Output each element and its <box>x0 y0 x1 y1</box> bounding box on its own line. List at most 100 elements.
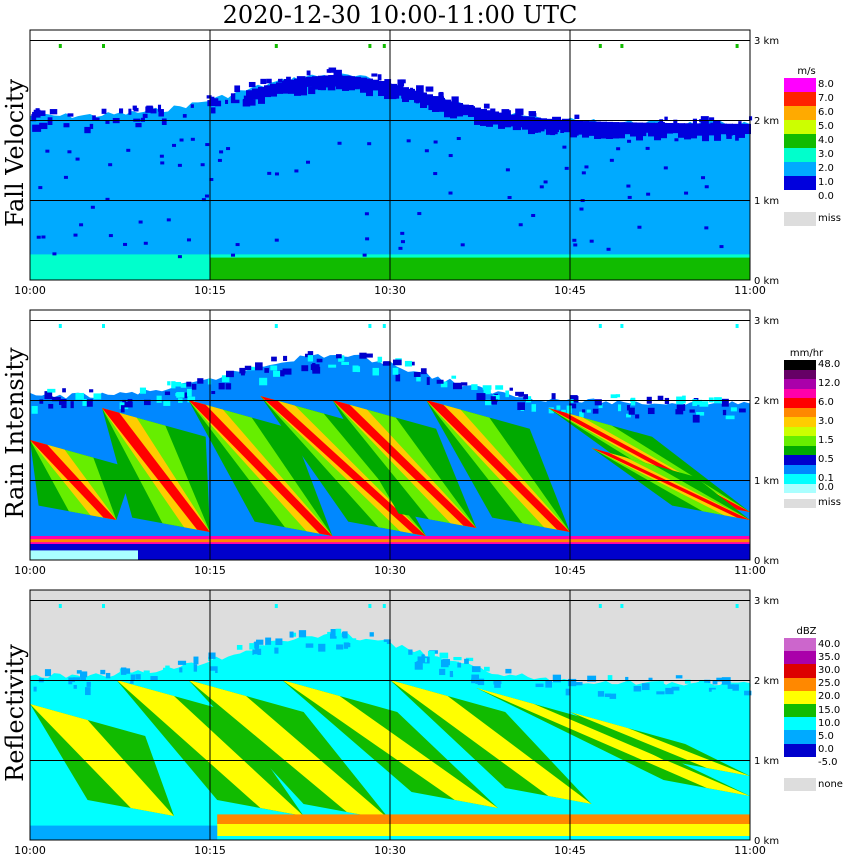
legend-label: 5.0 <box>818 121 834 132</box>
rain-intensity-panel: Rain Intensity 0 km 1 km 2 km 3 km 10:00 10:1… <box>0 308 850 588</box>
cloud-top-fleck <box>211 390 216 395</box>
top-marker <box>735 324 739 328</box>
legend-swatch <box>784 417 816 427</box>
speckle <box>108 163 113 167</box>
cloud-top-fleck <box>93 393 102 400</box>
speckle <box>159 154 164 158</box>
cloud-top-fleck <box>177 660 187 665</box>
cloud-top-fleck <box>352 365 359 372</box>
legend-swatch <box>784 756 816 770</box>
cloud-top-fleck <box>682 689 688 698</box>
cloud-top-fleck <box>371 73 378 77</box>
cloud-top-fleck <box>491 399 498 405</box>
legend-label: 0.0 <box>818 744 834 756</box>
speckle <box>539 185 544 189</box>
cloud-top-fleck <box>326 69 331 73</box>
cloud-top-fleck <box>556 684 560 689</box>
fall-streak <box>390 680 592 804</box>
top-band <box>600 121 607 139</box>
speckle <box>90 205 95 209</box>
top-band <box>582 121 589 138</box>
speckle <box>274 172 279 176</box>
cloud-top-fleck <box>501 109 510 116</box>
top-band <box>366 78 373 97</box>
cloud-top-fleck <box>626 413 631 418</box>
cloud-top-fleck <box>586 409 591 413</box>
cloud-top-fleck <box>210 107 216 114</box>
cloud-top-fleck <box>80 675 86 681</box>
cloud-top-fleck <box>397 79 405 87</box>
cloud-top-fleck <box>61 404 67 409</box>
time-tick-label: 10:15 <box>194 564 226 577</box>
top-band <box>618 122 625 139</box>
cloud-top-fleck <box>292 632 297 637</box>
speckle <box>637 225 642 229</box>
cloud-top-fleck <box>732 684 739 691</box>
cloud-top-fleck <box>190 104 194 108</box>
cloud-top-fleck <box>633 685 642 692</box>
legend-label: 12.0 <box>818 377 841 389</box>
time-tick-label: 10:30 <box>374 284 406 297</box>
cloud-top-fleck <box>392 367 399 375</box>
time-tick-label: 10:30 <box>374 844 406 857</box>
legend-swatch <box>784 106 816 120</box>
legend-swatch <box>784 464 816 474</box>
cloud-top-fleck <box>493 680 502 685</box>
top-band <box>648 122 655 137</box>
cloud-top-fleck <box>680 687 688 692</box>
legend-swatch <box>784 445 816 455</box>
top-band <box>402 87 409 103</box>
cloud-top-fleck <box>716 677 725 682</box>
grid: 0 km 1 km 2 km 3 km 10:00 10:15 10:30 10:45 11:0… <box>14 589 779 857</box>
cloud-top-fleck <box>436 379 444 384</box>
cloud-top-fleck <box>392 359 402 366</box>
speckle <box>627 195 632 199</box>
cloud-top-fleck <box>477 678 485 686</box>
cloud-top-fleck <box>628 407 635 415</box>
fall-velocity-panel: Fall Velocity 0 km 1 km 2 km 3 km 10:00 10:15… <box>0 28 850 308</box>
cloud-top-fleck <box>379 641 387 646</box>
top-band <box>714 123 721 141</box>
cloud-top-fleck <box>610 394 618 399</box>
cloud-top-fleck <box>565 688 570 696</box>
speckle <box>367 142 372 146</box>
speckle <box>417 212 422 216</box>
speckle <box>645 146 650 150</box>
cloud-top-fleck <box>306 70 311 76</box>
top-band <box>414 90 421 103</box>
legend-swatch <box>784 388 816 398</box>
height-tick-label: 1 km <box>754 756 779 767</box>
speckle <box>160 161 165 165</box>
cloud-top-fleck <box>597 691 605 697</box>
top-band <box>564 120 571 133</box>
height-tick-label: 3 km <box>754 36 779 47</box>
cloud-top-fleck <box>722 409 727 416</box>
legend-label: 4.0 <box>818 135 834 146</box>
height-tick-label: 0 km <box>754 276 779 287</box>
cloud-top-fleck <box>644 693 650 701</box>
cloud-top-fleck <box>140 117 145 122</box>
speckle <box>217 158 222 162</box>
cloud-top-fleck <box>49 109 58 115</box>
cloud-top-fleck <box>225 99 229 104</box>
top-band <box>720 123 727 135</box>
cloud-top-fleck <box>692 399 698 407</box>
cloud-top-fleck <box>48 403 54 409</box>
cloud-top-fleck <box>187 396 196 403</box>
cloud-top-fleck <box>569 403 577 409</box>
time-tick-label: 11:00 <box>734 844 766 857</box>
cloud-top-fleck <box>157 104 162 112</box>
top-band <box>252 88 259 100</box>
cloud-top-fleck <box>648 677 653 682</box>
cloud-top-fleck <box>427 650 435 657</box>
cloud-top-fleck <box>328 364 337 368</box>
cloud-top-fleck <box>44 669 52 677</box>
cloud-top-fleck <box>124 668 131 674</box>
legend-swatch <box>784 162 816 176</box>
cloud-top-fleck <box>100 669 106 675</box>
cloud-top-fleck <box>483 103 490 109</box>
cloud-top-fleck <box>464 658 469 664</box>
time-tick-label: 11:00 <box>734 284 766 297</box>
cloud-top-fleck <box>270 365 278 371</box>
speckle <box>73 233 78 237</box>
